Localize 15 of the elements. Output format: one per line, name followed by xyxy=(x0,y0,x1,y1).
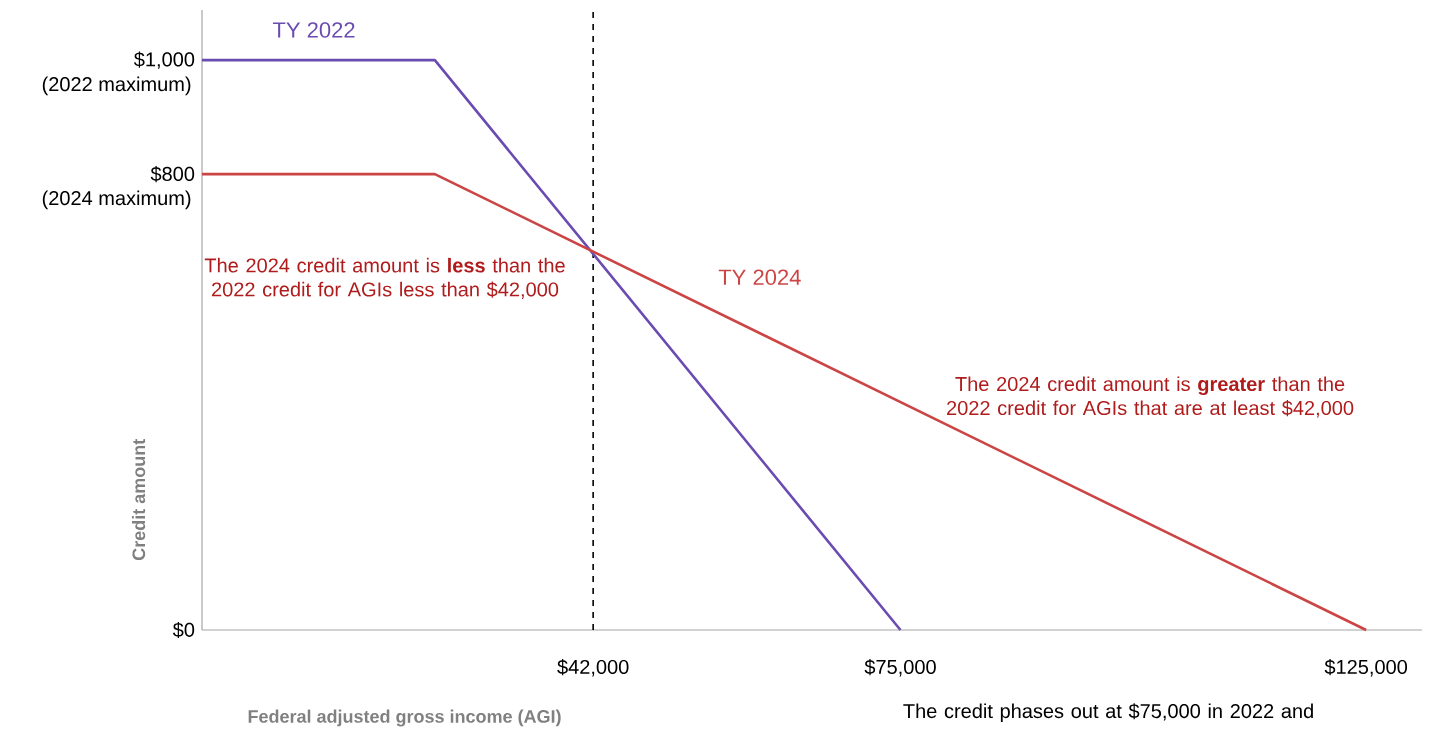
annotation: (2022 maximum) xyxy=(42,76,191,96)
y-tick-label: $800 xyxy=(150,166,195,183)
text: The credit phases out at $75,000 in 2022 and xyxy=(903,703,1313,723)
series-label: TY 2022 xyxy=(272,22,355,38)
x-axis-title: Federal adjusted gross income (AGI) xyxy=(248,709,561,727)
series-label: TY 2024 xyxy=(718,269,801,286)
x-tick-label: $75,000 xyxy=(864,659,936,677)
x-tick-label: $125,000 xyxy=(1324,659,1408,677)
annotation: The 2024 credit amount is greater than the 2022 credit for AGIs that are at least $42,000 xyxy=(947,376,1354,418)
y-tick-label: $0 xyxy=(172,621,195,639)
annotation: (2024 maximum) xyxy=(42,190,191,210)
y-tick-label: $1,000 xyxy=(133,51,195,69)
y-axis-title: Credit amount xyxy=(131,439,146,561)
annotation: The 2024 credit amount is less than the 2022 credit for AGIs less than $42,000 xyxy=(204,257,565,299)
x-tick-label: $42,000 xyxy=(557,659,629,677)
